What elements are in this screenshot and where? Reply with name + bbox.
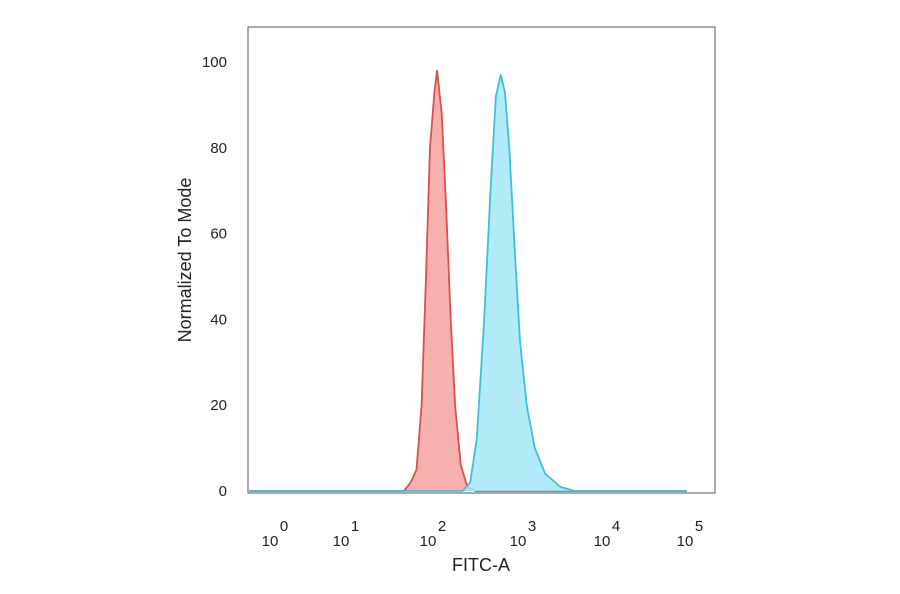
y-tick-label: 20 bbox=[210, 397, 227, 414]
x-tick-label: 104 bbox=[594, 518, 621, 550]
y-tick-label: 40 bbox=[210, 311, 227, 328]
x-tick-base: 10 bbox=[333, 533, 350, 550]
series-0-line bbox=[249, 69, 687, 492]
x-tick-base: 10 bbox=[262, 533, 279, 550]
x-tick-label: 100 bbox=[262, 518, 289, 550]
x-tick-label: 105 bbox=[677, 518, 704, 550]
x-tick-base: 10 bbox=[510, 533, 527, 550]
x-tick-label: 101 bbox=[333, 518, 360, 550]
series-layer bbox=[249, 69, 687, 492]
x-tick-exponent: 5 bbox=[695, 518, 703, 535]
x-tick-exponent: 3 bbox=[528, 518, 536, 535]
x-tick-label: 102 bbox=[420, 518, 447, 550]
y-axis-label: Normalized To Mode bbox=[175, 178, 195, 343]
x-tick-base: 10 bbox=[420, 533, 437, 550]
x-tick-label: 103 bbox=[510, 518, 537, 550]
y-tick-label: 0 bbox=[219, 483, 227, 500]
x-tick-base: 10 bbox=[677, 533, 694, 550]
y-tick-label: 80 bbox=[210, 140, 227, 157]
plot-frame bbox=[247, 26, 716, 494]
x-tick-base: 10 bbox=[594, 533, 611, 550]
x-tick-exponent: 1 bbox=[351, 518, 359, 535]
series-0-area bbox=[249, 70, 687, 491]
x-tick-exponent: 4 bbox=[612, 518, 620, 535]
series-1-line bbox=[249, 74, 687, 492]
x-axis-label: FITC-A bbox=[452, 555, 510, 575]
x-tick-exponent: 2 bbox=[438, 518, 446, 535]
x-tick-exponent: 0 bbox=[280, 518, 288, 535]
y-tick-label: 60 bbox=[210, 226, 227, 243]
y-tick-labels: 0 20 40 60 80 100 bbox=[202, 54, 227, 500]
series-1-area bbox=[249, 74, 687, 492]
y-tick-label: 100 bbox=[202, 54, 227, 71]
